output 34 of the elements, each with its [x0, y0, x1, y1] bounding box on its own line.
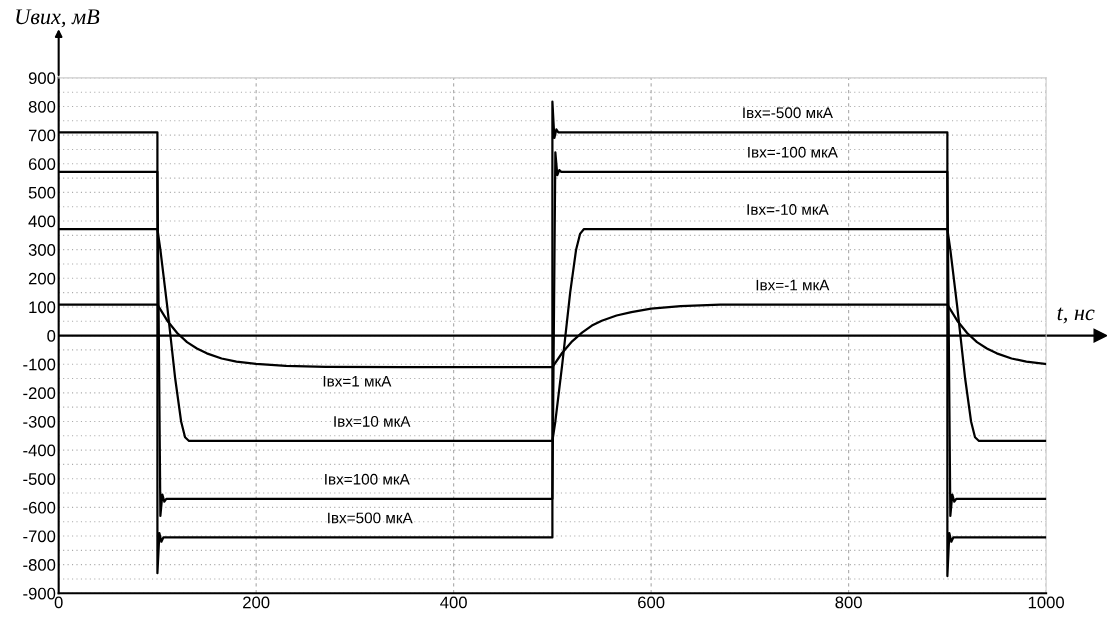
y-tick-label: 900 [28, 72, 56, 85]
annotation: Iвх=-100 мкА [748, 146, 838, 158]
y-tick-label: -900 [23, 587, 56, 600]
annotation: Iвх=10 мкА [334, 416, 411, 427]
annotation: Iвх=-500 мкА [743, 107, 833, 119]
y-tick-label: 100 [29, 301, 56, 314]
x-tick-label: 800 [835, 596, 862, 609]
x-axis-title: t, нс [1057, 307, 1095, 324]
y-axis-title: Uвих, мВ [16, 9, 100, 28]
annotation: Iвх=-10 мкА [747, 204, 829, 215]
y-tick-label: 300 [28, 244, 56, 256]
y-tick-label: -400 [23, 444, 56, 457]
y-tick-label: -500 [23, 473, 56, 485]
y-tick-label: 0 [47, 329, 56, 342]
y-tick-label: -800 [23, 559, 56, 571]
y-tick-label: -600 [23, 501, 56, 514]
annotation: Iвх=1 мкА [323, 375, 392, 387]
y-tick-label: 200 [28, 272, 56, 285]
annotation: Iвх=500 мкА [328, 512, 413, 524]
y-tick-label: -100 [23, 358, 56, 371]
y-tick-label: 700 [28, 129, 56, 142]
y-tick-label: 400 [28, 215, 56, 228]
annotation: Iвх=100 мкА [325, 473, 410, 485]
x-tick-label: 400 [440, 596, 467, 609]
y-tick-label: 800 [28, 100, 56, 113]
annotation: Iвх=-1 мкА [756, 279, 830, 291]
x-tick-label: 600 [638, 596, 665, 609]
y-tick-label: -200 [23, 387, 56, 400]
x-tick-label: 200 [243, 596, 270, 609]
y-tick-label: -300 [23, 415, 56, 428]
y-tick-label: 500 [28, 186, 56, 199]
y-tick-label: 600 [28, 158, 56, 170]
x-tick-label: 1000 [1028, 596, 1064, 609]
y-tick-label: -700 [23, 530, 56, 543]
